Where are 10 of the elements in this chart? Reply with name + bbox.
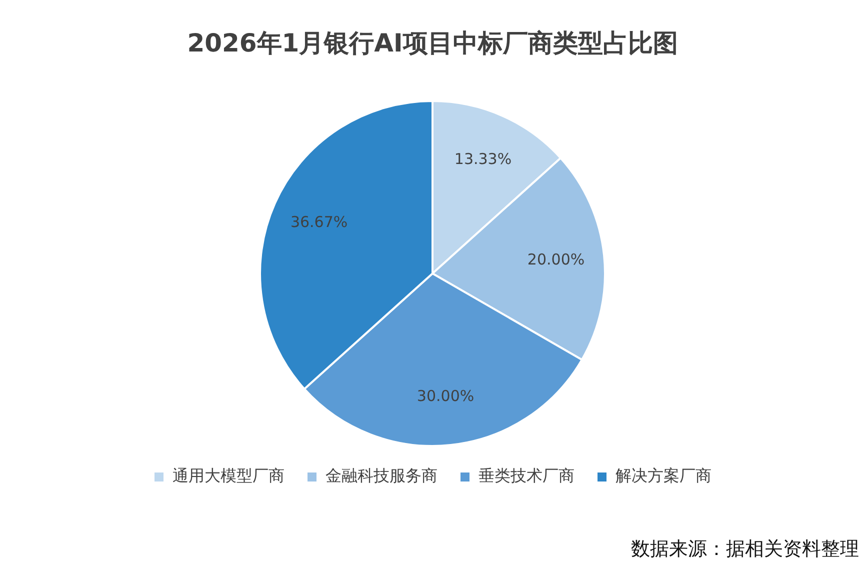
legend-label: 通用大模型厂商 [172,466,284,486]
data-label: 36.67% [290,212,348,231]
legend-label: 垂类技术厂商 [478,466,574,486]
data-label: 13.33% [454,150,512,168]
source-note: 数据来源：据相关资料整理 [631,537,859,562]
data-label: 30.00% [416,386,474,405]
data-label: 20.00% [527,250,585,268]
chart-title: 2026年1月银行AI项目中标厂商类型占比图 [187,28,678,58]
legend-label: 金融科技服务商 [326,466,438,486]
legend-label: 解决方案厂商 [616,466,712,486]
